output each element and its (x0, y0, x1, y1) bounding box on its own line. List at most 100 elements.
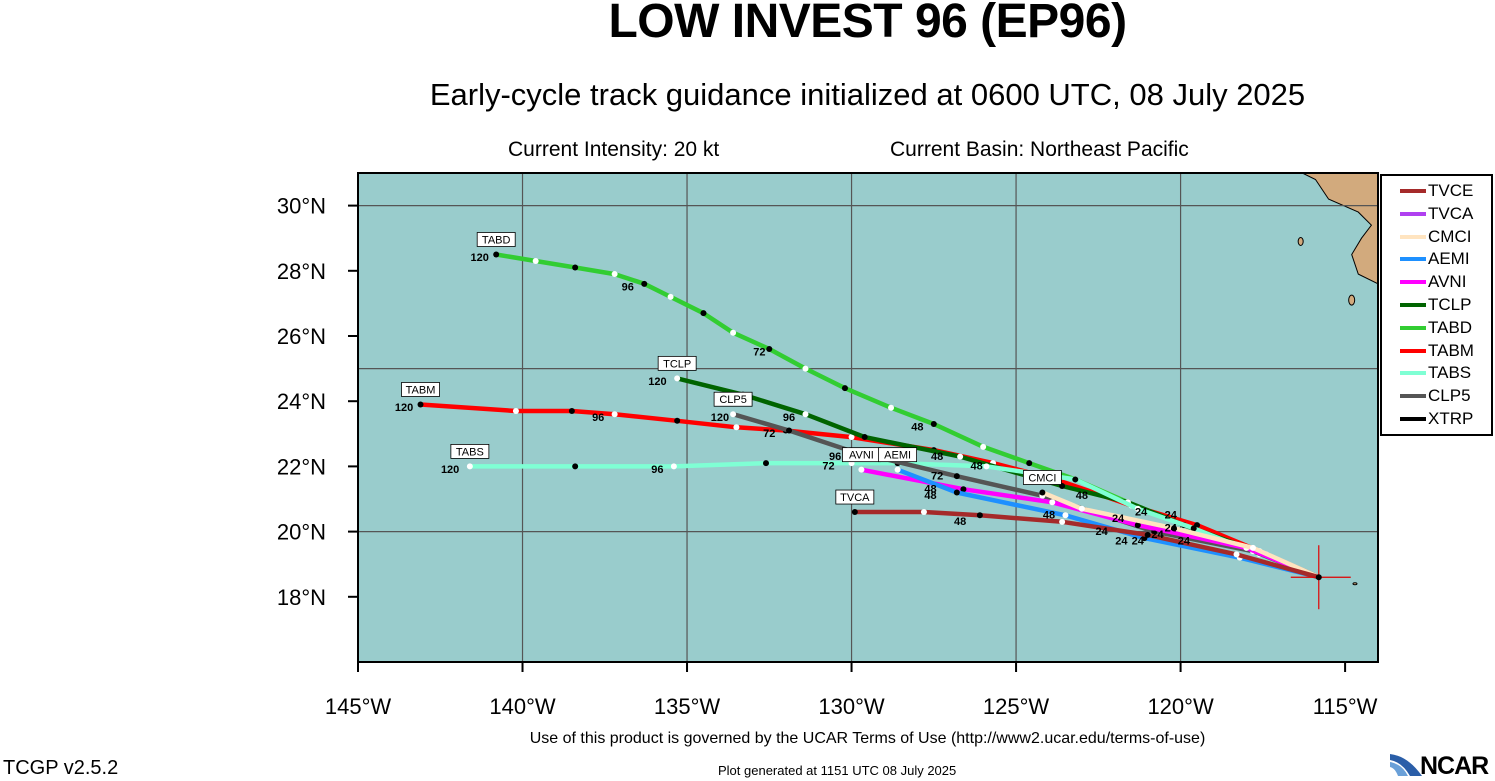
track-point (1062, 512, 1069, 519)
lon-tick-label: 130°W (818, 694, 885, 719)
track-point (733, 424, 740, 431)
track-point (1026, 460, 1033, 467)
legend-item-tabm: TABM (1400, 340, 1474, 362)
track-point (700, 310, 707, 317)
legend-label: TVCE (1428, 181, 1474, 200)
legend-label: AEMI (1428, 249, 1470, 269)
forecast-hour-label: 24 (1135, 506, 1148, 518)
forecast-hour-label: 24 (1095, 526, 1108, 538)
ocean (358, 173, 1378, 662)
forecast-hour-label: 120 (441, 464, 459, 476)
track-tag-box (878, 447, 918, 463)
track-tag-tabd: TABD (482, 235, 511, 247)
ncar-logo-text: NCAR (1420, 752, 1489, 780)
track-point (1171, 525, 1177, 532)
track-point (920, 509, 927, 516)
forecast-hour-label: 120 (471, 252, 489, 264)
lat-tick-label: 24°N (277, 389, 326, 414)
track-point (641, 280, 648, 287)
track-point (417, 401, 424, 408)
version-label: TCGP v2.5.2 (3, 757, 119, 779)
track-point (1049, 499, 1056, 506)
track-point (730, 411, 737, 418)
legend-swatch (1400, 189, 1426, 193)
legend-item-cmci: CMCI (1400, 226, 1471, 248)
track-point (802, 365, 809, 372)
track-point (568, 407, 575, 414)
legend-swatch (1400, 234, 1426, 239)
legend-label: TVCA (1428, 203, 1474, 223)
forecast-hour-label: 24 (1112, 513, 1125, 525)
legend-swatch (1400, 280, 1426, 285)
track-point (572, 264, 579, 271)
track-point (861, 434, 868, 441)
forecast-hour-label: 24 (1151, 529, 1164, 541)
track-point (1233, 551, 1240, 558)
legend-swatch (1400, 211, 1426, 216)
track-tag-box (835, 489, 875, 505)
track-point (960, 486, 967, 493)
forecast-hour-label: 96 (592, 412, 604, 424)
track-point (1134, 522, 1141, 529)
legend-label: CMCI (1428, 226, 1472, 246)
lat-tick-label: 22°N (277, 454, 326, 479)
track-tag-box (1022, 470, 1062, 485)
track-tag-tvca: TVCA (840, 492, 870, 504)
forecast-hour-label: 48 (954, 516, 966, 528)
lon-tick-label: 125°W (983, 694, 1050, 719)
track-point (493, 251, 500, 258)
current-basin: Current Basin: Northeast Pacific (890, 138, 1189, 161)
lat-tick-label: 18°N (277, 585, 326, 610)
track-point (930, 421, 937, 428)
track-tag-tabm: TABM (406, 384, 436, 396)
current-intensity: Current Intensity: 20 kt (508, 138, 720, 161)
track-tag-tabs: TABS (456, 446, 484, 458)
track-point (841, 385, 848, 392)
forecast-hour-label: 24 (1165, 510, 1178, 522)
track-point (611, 271, 618, 278)
track-tag-clp5: CLP5 (719, 394, 747, 406)
legend-label: XTRP (1428, 409, 1474, 428)
track-point (611, 411, 618, 418)
legend-swatch (1400, 348, 1426, 353)
island (1352, 582, 1358, 586)
forecast-hour-label: 48 (1043, 510, 1055, 522)
lat-tick-label: 20°N (277, 520, 326, 545)
track-point (786, 427, 793, 434)
land-baja (1302, 173, 1378, 285)
track-point (1072, 476, 1079, 483)
track-point (980, 443, 987, 450)
forecast-hour-label: 24 (1165, 523, 1178, 535)
ncar-logo-icon (1390, 754, 1422, 776)
lat-tick-label: 28°N (277, 259, 326, 284)
legend-swatch (1400, 417, 1426, 421)
legend-label: CLP5 (1428, 386, 1471, 406)
model-legend: TVCE TVCA CMCI AEMI AVNI TCLP TABD TABM TABS CLP5… (1380, 174, 1493, 436)
track-tag-box (713, 391, 753, 407)
track-tag-tclp: TCLP (663, 358, 691, 370)
map-frame (357, 172, 1379, 663)
track-point (953, 473, 960, 480)
lat-tick-label: 26°N (277, 324, 326, 349)
track-point (670, 463, 677, 470)
legend-item-tabs: TABS (1400, 362, 1471, 384)
track-point (1039, 489, 1046, 496)
lon-tick-label: 140°W (489, 694, 556, 719)
generated-timestamp: Plot generated at 1151 UTC 08 July 2025 (718, 763, 957, 778)
track-point (1134, 505, 1141, 512)
lon-tick-label: 115°W (1313, 694, 1378, 719)
map-title: LOW INVEST 96 (EP96) (608, 0, 1127, 48)
forecast-hour-label: 72 (763, 428, 775, 440)
forecast-hour-label: 48 (924, 490, 936, 502)
forecast-hour-label: 96 (829, 451, 841, 463)
forecast-hour-label: 24 (1132, 536, 1145, 548)
legend-item-tabd: TABD (1400, 317, 1472, 339)
terms-of-use: Use of this product is governed by the U… (529, 730, 1206, 747)
legend-label: TABD (1428, 317, 1473, 337)
track-point (1059, 518, 1066, 525)
track-point (894, 466, 901, 473)
track-point (953, 489, 960, 496)
track-point (851, 509, 858, 516)
track-point (766, 346, 773, 353)
track-point (730, 329, 737, 336)
